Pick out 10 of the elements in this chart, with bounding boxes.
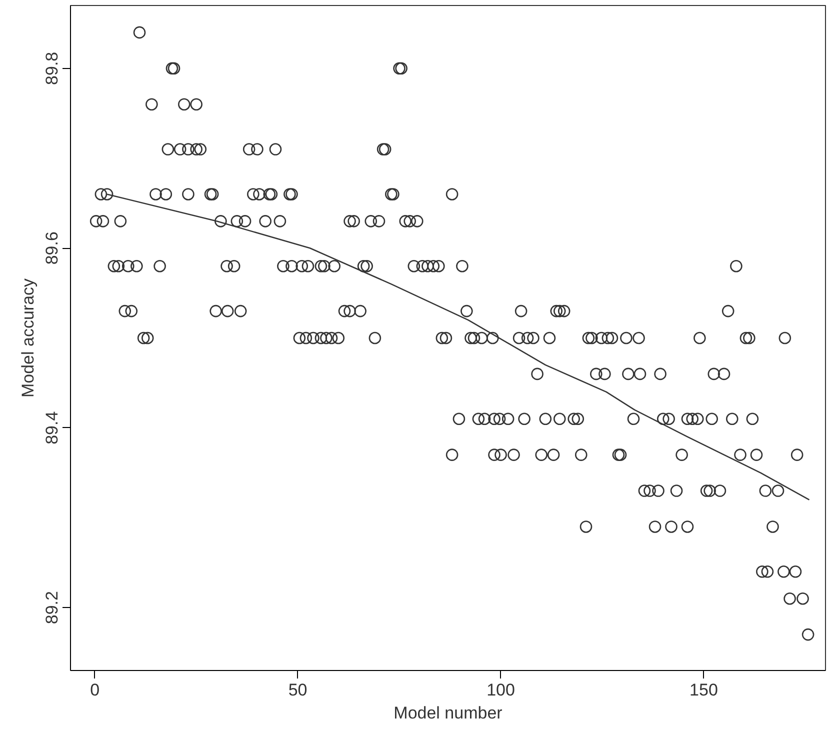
x-tick-label: 100 bbox=[486, 680, 515, 700]
y-tick-label: 89.4 bbox=[42, 411, 62, 444]
y-tick-label: 89.6 bbox=[42, 232, 62, 265]
x-tick-label: 0 bbox=[90, 680, 100, 700]
x-axis-title: Model number bbox=[394, 704, 503, 722]
y-axis-title: Model accuracy bbox=[18, 278, 38, 398]
x-tick-label: 50 bbox=[288, 680, 308, 700]
y-tick-label: 89.2 bbox=[42, 591, 62, 624]
y-tick-label: 89.8 bbox=[42, 52, 62, 85]
x-tick-label: 150 bbox=[690, 680, 718, 700]
